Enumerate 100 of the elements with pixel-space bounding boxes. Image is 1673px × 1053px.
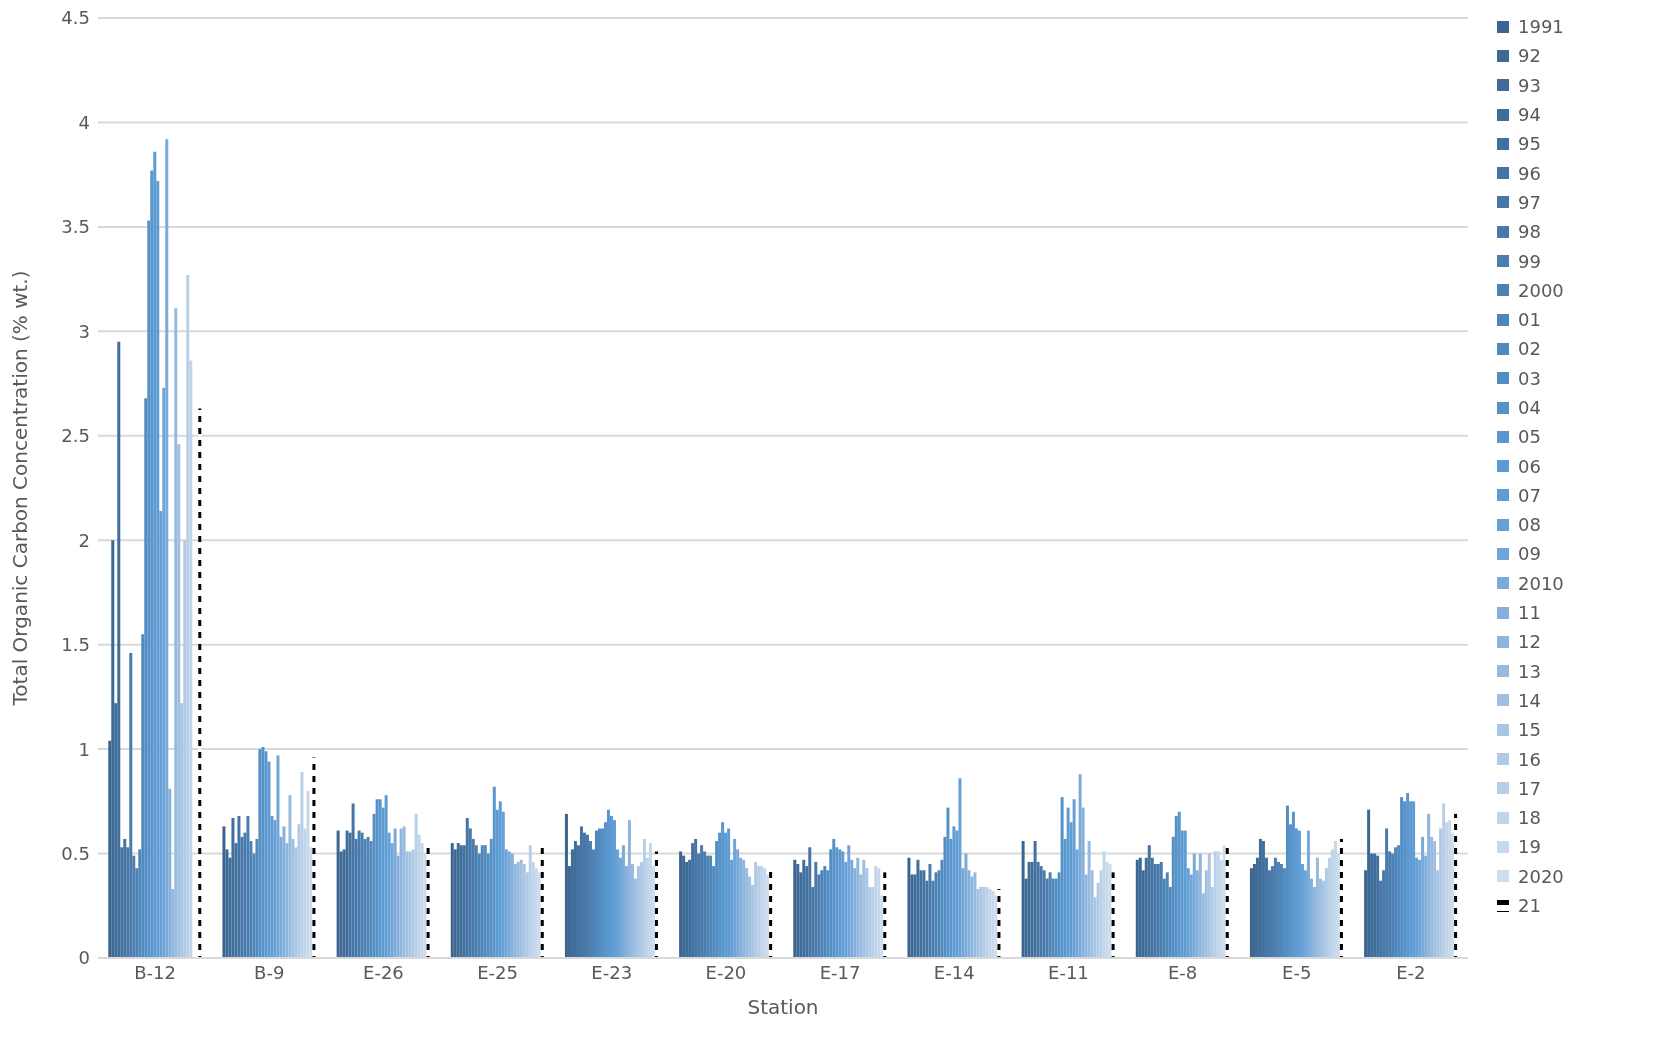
legend-label: 19 [1518,836,1541,858]
bar [1367,809,1371,958]
bar [1315,857,1319,958]
bar [564,813,568,958]
bar [1198,853,1202,958]
x-tick-label: E-25 [477,961,518,983]
bar [123,838,127,958]
y-tick-label: 2 [78,529,90,551]
bar [994,895,998,958]
x-tick-label: E-11 [1048,961,1089,983]
legend-label: 03 [1518,367,1541,389]
bar [1285,805,1289,958]
legend-label: 15 [1518,719,1541,741]
bar [276,755,280,958]
bar [312,757,316,958]
legend-label: 08 [1518,514,1541,536]
legend-label: 07 [1518,484,1541,506]
x-tick-label: E-8 [1167,961,1198,983]
x-tick-label: E-23 [591,961,633,983]
bar [492,786,496,958]
bar [300,772,304,958]
legend-label: 12 [1518,631,1541,653]
bar [306,790,310,958]
bar [883,872,887,958]
y-tick-label: 1.5 [61,634,90,656]
bar [820,870,824,958]
bar [808,847,812,958]
bar [793,859,797,958]
bar [627,820,631,958]
x-tick-label: E-14 [933,961,975,983]
bar [1111,872,1115,958]
y-tick-label: 2.5 [61,425,90,447]
legend-label: 16 [1518,748,1541,770]
bar [1454,813,1458,958]
bar [907,857,911,958]
bar [997,889,1001,958]
legend-label: 97 [1518,191,1541,213]
bar [231,818,235,958]
legend-label: 14 [1518,689,1541,711]
bar [450,843,454,958]
bar [264,751,268,958]
bar [1339,838,1343,958]
bar [832,838,836,958]
y-tick-label: 0.5 [61,842,90,864]
bar [928,864,932,958]
bar [237,815,241,958]
x-tick-label: E-5 [1282,961,1312,983]
bar [1021,841,1025,958]
legend-label: 11 [1518,602,1541,624]
bar [288,795,292,958]
legend-label: 02 [1518,338,1541,360]
legend-label: 2020 [1518,865,1564,887]
bar [537,872,541,958]
legend-label: 17 [1518,777,1541,799]
bar [186,274,190,958]
bar [1306,830,1310,958]
legend-label: 2000 [1518,279,1564,301]
legend-label: 21 [1518,895,1541,917]
legend-label: 05 [1518,426,1541,448]
bar [351,803,355,958]
legend-label: 2010 [1518,572,1564,594]
y-axis-title: Total Organic Carbon Concentration (% wt.) [8,270,33,707]
bar [802,859,806,958]
y-tick-label: 3 [78,320,90,342]
bar [823,866,827,958]
bar [814,861,818,958]
legend-label: 98 [1518,221,1541,243]
bar [246,815,250,958]
legend-label: 94 [1518,104,1541,126]
bar [1087,841,1091,958]
bar [174,308,178,958]
bar [1039,866,1043,958]
bar [1072,799,1076,958]
legend-label: 13 [1518,660,1541,682]
bar [946,807,950,958]
bar [540,847,544,958]
bar [111,540,115,958]
bar [222,826,226,958]
x-tick-label: E-26 [363,961,404,983]
bar [426,845,430,958]
bar [1078,774,1082,958]
legend-label: 18 [1518,807,1541,829]
bar [153,151,157,958]
bar [796,864,800,958]
x-tick-label: E-20 [705,961,747,983]
legend-label: 1991 [1518,16,1564,38]
bar [1042,870,1046,958]
bar [1048,872,1052,958]
legend-label: 96 [1518,162,1541,184]
bar [1066,807,1070,958]
legend-label: 06 [1518,455,1541,477]
bar [1207,853,1211,958]
legend-label: 99 [1518,250,1541,272]
bar [1060,797,1064,958]
legend-label: 09 [1518,543,1541,565]
bar [1427,813,1431,958]
bar [165,139,169,958]
legend-label: 95 [1518,133,1541,155]
legend-label: 04 [1518,397,1541,418]
bar [1385,828,1389,958]
